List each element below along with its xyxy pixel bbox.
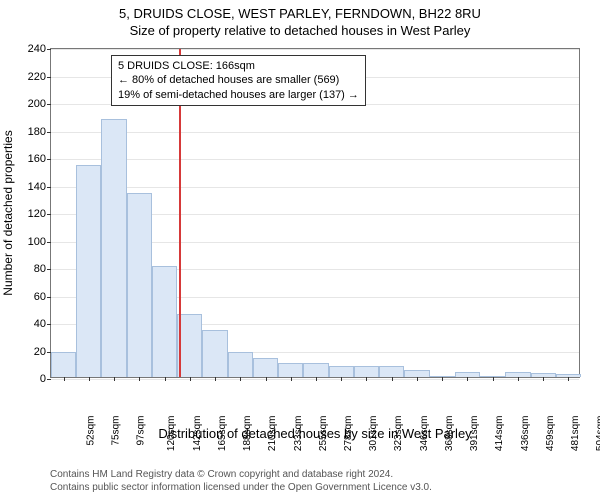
histogram-bar [303, 363, 328, 377]
y-tick-label: 60 [34, 291, 46, 303]
histogram-bar [379, 366, 404, 377]
x-tick-label: 210sqm [267, 416, 278, 452]
histogram-bar [152, 266, 177, 377]
footer-line: Contains public sector information licen… [50, 481, 590, 494]
info-box: 5 DRUIDS CLOSE: 166sqm← 80% of detached … [111, 55, 366, 106]
footer-line: Contains HM Land Registry data © Crown c… [50, 468, 590, 481]
grid-line [51, 132, 579, 133]
histogram-bar [76, 165, 101, 377]
x-tick-label: 255sqm [318, 416, 329, 452]
histogram-bar [51, 352, 76, 377]
x-tick-label: 142sqm [192, 416, 203, 452]
x-tick-label: 165sqm [217, 416, 228, 452]
y-tick-label: 180 [28, 126, 46, 138]
chart: Number of detached properties 5 DRUIDS C… [0, 38, 600, 433]
histogram-bar [101, 119, 126, 378]
y-tick-label: 20 [34, 346, 46, 358]
x-tick-label: 233sqm [293, 416, 304, 452]
grid-line [51, 379, 579, 380]
info-line: 5 DRUIDS CLOSE: 166sqm [118, 59, 359, 73]
x-tick-label: 75sqm [110, 416, 121, 446]
x-tick-label: 346sqm [419, 416, 430, 452]
y-tick-label: 160 [28, 153, 46, 165]
histogram-bar [329, 366, 354, 377]
y-tick-label: 140 [28, 181, 46, 193]
info-line: ← 80% of detached houses are smaller (56… [118, 73, 359, 87]
grid-line [51, 49, 579, 50]
x-tick-label: 414sqm [495, 416, 506, 452]
x-tick-label: 459sqm [545, 416, 556, 452]
page-subtitle: Size of property relative to detached ho… [0, 21, 600, 38]
histogram-bar [404, 370, 429, 377]
x-tick-label: 97sqm [136, 416, 147, 446]
histogram-bar [202, 330, 227, 377]
x-tick-label: 188sqm [242, 416, 253, 452]
plot-area: 5 DRUIDS CLOSE: 166sqm← 80% of detached … [50, 48, 580, 378]
y-tick-label: 100 [28, 236, 46, 248]
grid-line [51, 159, 579, 160]
y-tick-label: 0 [40, 373, 46, 385]
x-tick-label: 504sqm [595, 416, 600, 452]
y-tick-label: 220 [28, 71, 46, 83]
y-tick-label: 80 [34, 263, 46, 275]
page-title-address: 5, DRUIDS CLOSE, WEST PARLEY, FERNDOWN, … [0, 0, 600, 21]
x-tick-label: 391sqm [469, 416, 480, 452]
x-tick-label: 120sqm [166, 416, 177, 452]
x-tick-label: 278sqm [343, 416, 354, 452]
x-tick-label: 52sqm [85, 416, 96, 446]
y-tick-label: 200 [28, 98, 46, 110]
info-line: 19% of semi-detached houses are larger (… [118, 88, 359, 102]
histogram-bar [253, 358, 278, 377]
y-tick-label: 240 [28, 43, 46, 55]
x-tick-label: 368sqm [444, 416, 455, 452]
histogram-bar [228, 352, 253, 377]
x-tick-label: 301sqm [368, 416, 379, 452]
histogram-bar [354, 366, 379, 377]
histogram-bar [278, 363, 303, 377]
attribution-footer: Contains HM Land Registry data © Crown c… [50, 468, 590, 494]
x-tick-label: 323sqm [394, 416, 405, 452]
y-axis-label: Number of detached properties [1, 130, 15, 295]
x-tick-label: 481sqm [570, 416, 581, 452]
grid-line [51, 187, 579, 188]
x-tick-label: 436sqm [520, 416, 531, 452]
y-tick-label: 120 [28, 208, 46, 220]
y-tick-label: 40 [34, 318, 46, 330]
histogram-bar [127, 193, 152, 377]
